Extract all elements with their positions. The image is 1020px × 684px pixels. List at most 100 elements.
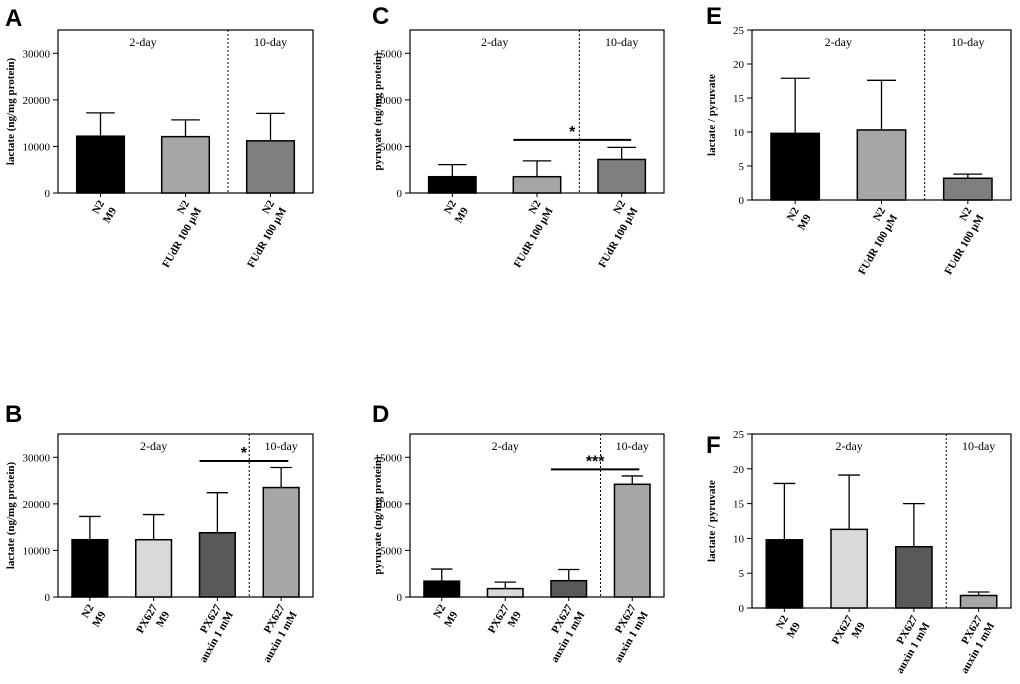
category-label: PX627auxin 1 mM bbox=[537, 602, 588, 665]
panel-letter: B bbox=[5, 401, 22, 428]
y-tick-label: 30000 bbox=[23, 48, 51, 60]
y-tick-label: 10000 bbox=[23, 141, 51, 153]
y-tick-label: 5 bbox=[739, 568, 745, 580]
bar bbox=[770, 132, 821, 201]
bar bbox=[135, 538, 173, 598]
y-tick-label: 15000 bbox=[375, 48, 403, 60]
y-tick-label: 10 bbox=[733, 127, 745, 139]
bar bbox=[512, 175, 562, 194]
bar bbox=[550, 579, 588, 598]
plot-frame bbox=[751, 433, 1012, 609]
y-tick-label: 10 bbox=[733, 533, 745, 545]
y-tick-label: 20000 bbox=[23, 499, 51, 511]
period-label: 10-day bbox=[264, 439, 297, 453]
period-label: 10-day bbox=[254, 35, 287, 49]
significance-label: * bbox=[569, 124, 576, 141]
category-label: N2M9 bbox=[78, 602, 109, 629]
bar bbox=[894, 546, 933, 609]
bar bbox=[486, 587, 524, 598]
bar bbox=[198, 531, 236, 598]
period-label: 2-day bbox=[140, 439, 167, 453]
y-tick-label: 5000 bbox=[380, 141, 403, 153]
significance-label: *** bbox=[586, 453, 605, 470]
period-label: 2-day bbox=[481, 35, 508, 49]
y-axis-label: lactate (ng/mg protein) bbox=[5, 462, 17, 570]
category-label: PX627auxin 1 mM bbox=[185, 602, 236, 665]
period-label: 2-day bbox=[129, 35, 156, 49]
y-tick-label: 20 bbox=[733, 59, 745, 71]
y-tick-label: 0 bbox=[739, 603, 745, 615]
category-label: PX627auxin 1 mM bbox=[946, 613, 997, 676]
period-label: 10-day bbox=[616, 439, 649, 453]
category-label: N2M9 bbox=[89, 198, 120, 225]
category-label: PX627M9 bbox=[486, 602, 524, 642]
panel-f: F 0 5 10 15 20 25 lactate / pyruvate 2-day 10-day… bbox=[706, 429, 1012, 676]
plot-frame bbox=[57, 433, 314, 598]
bar bbox=[959, 594, 998, 609]
y-tick-label: 0 bbox=[45, 188, 51, 200]
category-label: N2FUdR 100 µM bbox=[148, 198, 205, 270]
panel-letter: F bbox=[706, 432, 721, 459]
y-tick-label: 15000 bbox=[375, 452, 403, 464]
y-axis-label: lactate / pyruvate bbox=[706, 74, 718, 156]
bar bbox=[262, 486, 300, 598]
y-tick-label: 10000 bbox=[375, 499, 403, 511]
category-label: PX627M9 bbox=[830, 613, 868, 653]
y-tick-label: 25 bbox=[733, 429, 745, 441]
bar bbox=[613, 483, 651, 598]
period-label: 2-day bbox=[825, 35, 852, 49]
bar bbox=[597, 158, 647, 194]
category-label: N2FUdR 100 µM bbox=[499, 198, 556, 270]
category-label: N2M9 bbox=[783, 205, 814, 232]
y-tick-label: 20000 bbox=[23, 95, 51, 107]
category-label: PX627auxin 1 mM bbox=[249, 602, 300, 665]
y-axis-label: pyruvate (ng/mg protein) bbox=[372, 52, 384, 171]
y-tick-label: 10000 bbox=[23, 545, 51, 557]
bar bbox=[856, 129, 907, 201]
y-tick-label: 25 bbox=[733, 25, 745, 37]
category-label: N2FUdR 100 µM bbox=[844, 205, 901, 277]
panel-letter: C bbox=[372, 3, 389, 30]
bar bbox=[423, 580, 461, 598]
panel-a: A 0 10000 20000 30000 lactate (ng/mg protein)… bbox=[5, 5, 314, 270]
plot-frame bbox=[409, 433, 665, 598]
panel-letter: E bbox=[706, 3, 722, 30]
category-label: N2M9 bbox=[773, 613, 804, 640]
category-label: PX627auxin 1 mM bbox=[600, 602, 651, 665]
period-label: 10-day bbox=[605, 35, 638, 49]
bar bbox=[830, 528, 869, 609]
y-axis-label: pyruvate (ng/mg protein) bbox=[372, 456, 384, 575]
bar bbox=[71, 538, 109, 598]
significance-label: * bbox=[241, 445, 248, 462]
panel-e: E 0 5 10 15 20 25 lactate / pyruvate 2-day 10-day… bbox=[706, 3, 1012, 277]
period-label: 10-day bbox=[951, 35, 984, 49]
bar bbox=[765, 539, 804, 609]
y-tick-label: 5 bbox=[739, 161, 745, 173]
bar bbox=[427, 175, 477, 194]
panel-b: B 0 10000 20000 30000 lactate (ng/mg protein)… bbox=[5, 401, 314, 665]
y-tick-label: 15 bbox=[733, 93, 745, 105]
y-tick-label: 20 bbox=[733, 464, 745, 476]
panel-letter: D bbox=[372, 401, 389, 428]
y-tick-label: 10000 bbox=[375, 95, 403, 107]
y-tick-label: 0 bbox=[45, 592, 51, 604]
y-tick-label: 15 bbox=[733, 499, 745, 511]
category-label: N2FUdR 100 µM bbox=[584, 198, 641, 270]
y-tick-label: 0 bbox=[397, 188, 403, 200]
y-axis-label: lactate / pyruvate bbox=[706, 480, 718, 562]
y-tick-label: 30000 bbox=[23, 452, 51, 464]
period-label: 10-day bbox=[962, 439, 995, 453]
bar bbox=[75, 135, 126, 194]
category-label: N2M9 bbox=[441, 198, 472, 225]
period-label: 2-day bbox=[492, 439, 519, 453]
y-tick-label: 0 bbox=[739, 195, 745, 207]
category-label: N2FUdR 100 µM bbox=[233, 198, 290, 270]
bar bbox=[942, 177, 993, 201]
period-label: 2-day bbox=[835, 439, 862, 453]
y-tick-label: 0 bbox=[397, 592, 403, 604]
y-axis-label: lactate (ng/mg protein) bbox=[5, 58, 17, 166]
bar bbox=[160, 135, 211, 194]
